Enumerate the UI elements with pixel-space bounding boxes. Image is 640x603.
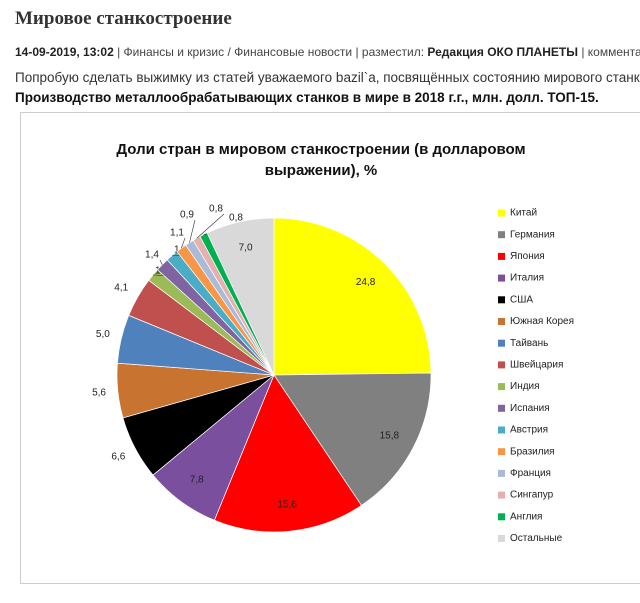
- legend-label: Италия: [510, 273, 544, 284]
- data-label: 7,0: [239, 242, 253, 253]
- pie-slice: [273, 372, 432, 506]
- legend-label: Сингапур: [510, 490, 554, 501]
- legend-swatch: [498, 318, 505, 325]
- legend-label: Англия: [510, 511, 542, 522]
- legend-swatch: [498, 209, 505, 217]
- leader-line: [196, 213, 225, 239]
- data-label: 15,8: [380, 430, 400, 441]
- data-label: 0,8: [209, 204, 223, 215]
- legend-swatch: [498, 426, 505, 434]
- comments[interactable]: | комментари: [581, 45, 640, 59]
- legend-swatch: [498, 231, 505, 239]
- legend-swatch: [498, 274, 505, 282]
- legend-label: Индия: [510, 381, 540, 392]
- legend-swatch: [498, 361, 505, 369]
- chart: Доли стран в мировом станкостроении (в д…: [92, 141, 574, 544]
- chart-title: Доли стран в мировом станкостроении (в д…: [116, 141, 525, 158]
- data-label: 5,0: [96, 329, 110, 340]
- data-label: 0,9: [180, 210, 194, 221]
- legend-swatch: [498, 404, 505, 412]
- data-label: 5,6: [92, 387, 106, 398]
- data-label: 4,1: [114, 283, 128, 294]
- heading: Производство металлообрабатывающих станк…: [15, 90, 599, 105]
- legend-swatch: [498, 448, 505, 456]
- legend-label: Япония: [510, 251, 545, 262]
- legend-label: Бразилия: [510, 446, 555, 457]
- legend-swatch: [498, 383, 505, 391]
- leader-line: [159, 259, 163, 265]
- leader-line: [181, 237, 186, 249]
- category[interactable]: | Финансы и кризис / Финансовые новости …: [117, 45, 425, 59]
- legend-swatch: [498, 469, 505, 477]
- legend-label: Испания: [510, 403, 550, 414]
- data-label: 0,8: [229, 213, 243, 224]
- legend-swatch: [498, 535, 505, 542]
- data-label: 15,6: [277, 499, 297, 510]
- legend-label: Остальные: [510, 533, 563, 544]
- data-label: 7,8: [190, 475, 204, 486]
- legend-label: США: [510, 294, 533, 305]
- chart-frame: Доли стран в мировом станкостроении (в д…: [20, 112, 640, 584]
- leader-line: [189, 219, 196, 243]
- date: 14-09-2019, 13:02: [15, 45, 114, 59]
- author[interactable]: Редакция ОКО ПЛАНЕТЫ: [427, 45, 578, 59]
- legend-swatch: [498, 513, 505, 521]
- legend-label: Тайвань: [510, 338, 548, 349]
- legend-label: Швейцария: [510, 360, 563, 371]
- legend-swatch: [498, 296, 505, 304]
- legend-label: Франция: [510, 468, 551, 479]
- legend-label: Австрия: [510, 425, 548, 436]
- legend-swatch: [498, 491, 505, 499]
- post-meta: 14-09-2019, 13:02 | Финансы и кризис / Ф…: [15, 45, 640, 59]
- intro: Попробую сделать выжимку из статей уважа…: [15, 70, 640, 85]
- legend-swatch: [498, 339, 505, 347]
- post-title[interactable]: Мировое станкостроение: [15, 8, 232, 29]
- data-label: 6,6: [111, 451, 125, 462]
- data-label: 24,8: [356, 277, 376, 288]
- legend-label: Германия: [510, 229, 555, 240]
- data-label: 1,4: [145, 250, 159, 261]
- legend-label: Китай: [510, 208, 537, 219]
- chart-title: выражении), %: [265, 162, 378, 179]
- pie-slice: [213, 374, 362, 533]
- legend-swatch: [498, 252, 505, 260]
- data-label: 1,1: [170, 228, 184, 239]
- pie-slice: [206, 217, 275, 376]
- legend-label: Южная Корея: [510, 316, 574, 327]
- pie-slice: [273, 217, 432, 376]
